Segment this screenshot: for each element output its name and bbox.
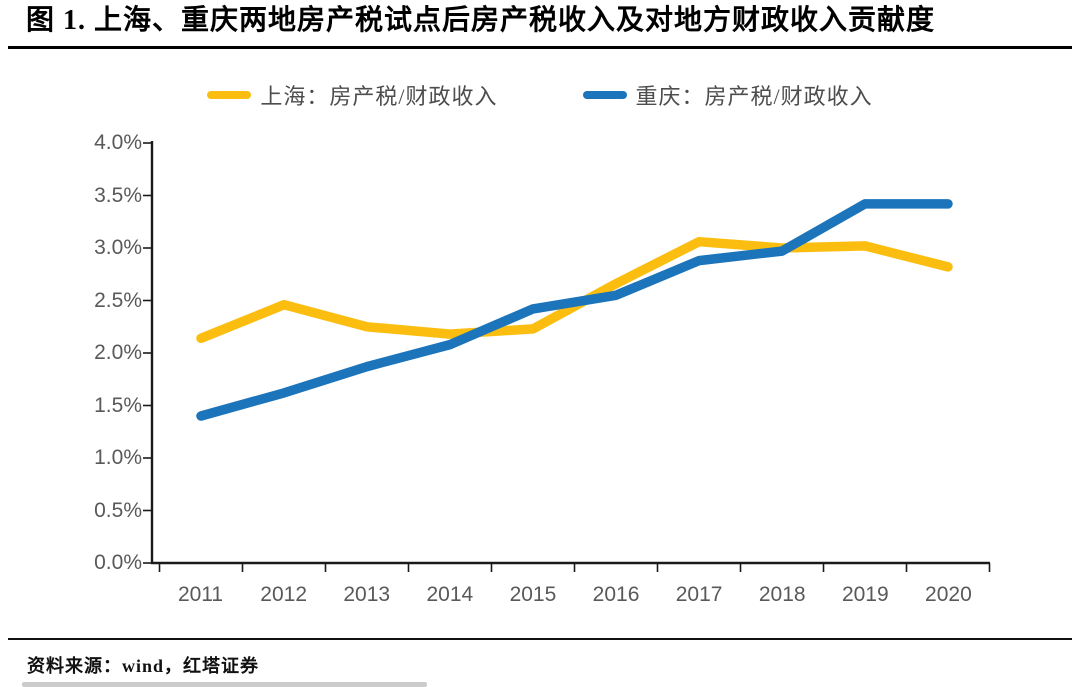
y-tick-label: 2.5% [94,288,142,312]
legend-label-shanghai: 上海：房产税/财政收入 [260,84,498,109]
series-line-1 [196,199,953,421]
figure-title: 图 1. 上海、重庆两地房产税试点后房产税收入及对地方财政收入贡献度 [26,5,936,36]
chongqing-line-swatch [582,91,627,99]
x-tick-label: 2011 [177,583,224,606]
x-tick-label: 2019 [841,583,889,606]
x-tick-label: 2017 [675,583,723,606]
y-tick-label: 1.0% [94,446,142,469]
source-attribution: 资料来源：wind，红塔证券 [27,656,260,676]
title-divider [8,46,1072,49]
y-tick-label: 4.0% [94,131,142,154]
x-axis-tick-labels: 2011 2012 2013 2014 2015 2016 2017 2018 … [159,583,990,607]
legend-label-chongqing: 重庆：房产税/财政收入 [635,84,873,109]
x-tick-label: 2018 [758,583,806,606]
series-line-0 [196,236,953,344]
chart-legend: 上海：房产税/财政收入 重庆：房产税/财政收入 [0,79,1080,111]
legend-item-chongqing: 重庆：房产税/财政收入 [582,79,873,111]
y-axis-tick-labels: 4.0% 3.5% 3.0% 2.5% 2.0% 1.5% 1.0% 0.5% … [50,131,142,574]
x-tick-label: 2016 [592,583,640,606]
cropped-content-artifact [22,682,427,687]
y-tick-label: 3.0% [94,236,142,259]
y-tick-label: 2.0% [94,341,142,364]
footer-divider [8,638,1072,640]
x-tick-label: 2020 [925,583,972,606]
y-tick-label: 3.5% [94,183,142,207]
y-tick-label: 0.0% [94,551,142,574]
y-tick-label: 0.5% [94,498,142,522]
legend-item-shanghai: 上海：房产税/财政收入 [207,79,497,111]
x-tick-label: 2013 [343,583,391,606]
x-tick-label: 2015 [509,583,557,606]
y-tick-label: 1.5% [94,393,142,417]
x-tick-label: 2014 [426,583,474,606]
shanghai-line-swatch [207,91,252,99]
x-tick-label: 2012 [260,583,307,606]
